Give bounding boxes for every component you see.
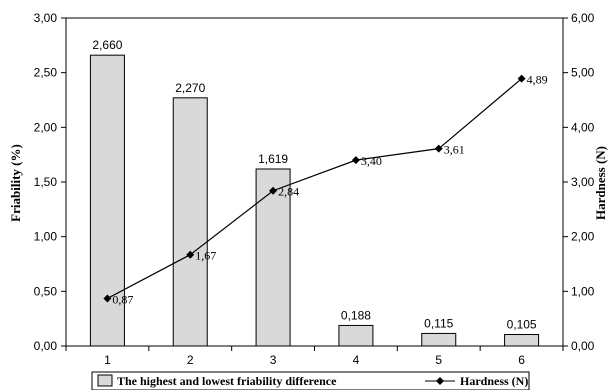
bar-5: [421, 332, 457, 347]
y-right-tick-label-0: 0,00: [571, 339, 595, 353]
y-right-tick-label-6: 6,00: [571, 11, 595, 25]
hardness-point-1: [103, 294, 112, 303]
legend: The highest and lowest friability differ…: [91, 371, 530, 390]
bar-value-label-1: 2,660: [92, 38, 122, 52]
hardness-point-2: [186, 250, 195, 259]
x-tick-label-3: 3: [270, 353, 277, 367]
hardness-line-group: 0,87 1,67 2,84 3,40 3,61 4,89: [103, 73, 548, 306]
y-left-tick-label-2: 1,00: [34, 230, 58, 244]
bar-value-label-4: 0,188: [341, 308, 371, 322]
y-left-tick-label-4: 2,00: [34, 120, 58, 134]
x-tick-label-5: 5: [435, 353, 442, 367]
hardness-value-label-3: 2,84: [278, 185, 299, 199]
legend-line-label: Hardness (N): [460, 374, 528, 388]
legend-line-marker: [436, 377, 444, 385]
y-left-tick-label-3: 1,50: [34, 175, 58, 189]
y-right-axis-title: Hardness (N): [593, 146, 608, 220]
hardness-point-4: [351, 156, 360, 165]
hardness-value-label-6: 4,89: [527, 73, 548, 87]
bar-value-label-6: 0,105: [507, 318, 537, 332]
y-left-tick-label-6: 3,00: [34, 11, 58, 25]
bar-value-label-5: 0,115: [424, 316, 453, 330]
hardness-point-6: [517, 74, 526, 83]
bar-value-label-3: 1,619: [258, 152, 288, 166]
y-right-tick-label-3: 3,00: [571, 175, 595, 189]
bar-labels-group: 2,660 2,270 1,619 0,188 0,115 0,105: [92, 38, 537, 331]
x-tick-label-4: 4: [353, 353, 360, 367]
hardness-line: [107, 78, 522, 299]
bar-4: [338, 324, 374, 347]
plot-area-frame: [65, 17, 564, 347]
bars-group: [89, 54, 540, 347]
y-left-tick-label-0: 0,00: [34, 339, 58, 353]
legend-bar-swatch: [97, 374, 113, 387]
y-left-axis-title: Friability (%): [8, 144, 23, 222]
x-tick-label-2: 2: [187, 353, 194, 367]
hardness-value-label-5: 3,61: [444, 143, 465, 157]
hardness-point-5: [434, 144, 443, 153]
bar-value-label-2: 2,270: [175, 81, 205, 95]
bar-3: [255, 168, 291, 347]
bar-6: [504, 334, 540, 347]
legend-frame: [91, 371, 530, 390]
legend-bar-label: The highest and lowest friability differ…: [117, 374, 337, 388]
x-tick-label-1: 1: [104, 353, 111, 367]
hardness-value-label-4: 3,40: [361, 154, 382, 168]
hardness-value-label-1: 0,87: [112, 292, 133, 306]
hardness-point-3: [269, 186, 278, 195]
y-right-tick-label-4: 4,00: [571, 120, 595, 134]
y-right-tick-label-2: 2,00: [571, 230, 595, 244]
y-right-tick-label-5: 5,00: [571, 66, 595, 80]
axes-group: 0,00 0,50 1,00 1,50 2,00 2,50 3,00 0,00 1,00 2,00…: [34, 11, 595, 367]
y-left-tick-label-5: 2,50: [34, 66, 58, 80]
bar-2: [172, 97, 208, 347]
hardness-value-label-2: 1,67: [195, 249, 216, 263]
x-tick-label-6: 6: [518, 353, 525, 367]
y-right-tick-label-1: 1,00: [571, 284, 595, 298]
y-left-tick-label-1: 0,50: [34, 284, 58, 298]
